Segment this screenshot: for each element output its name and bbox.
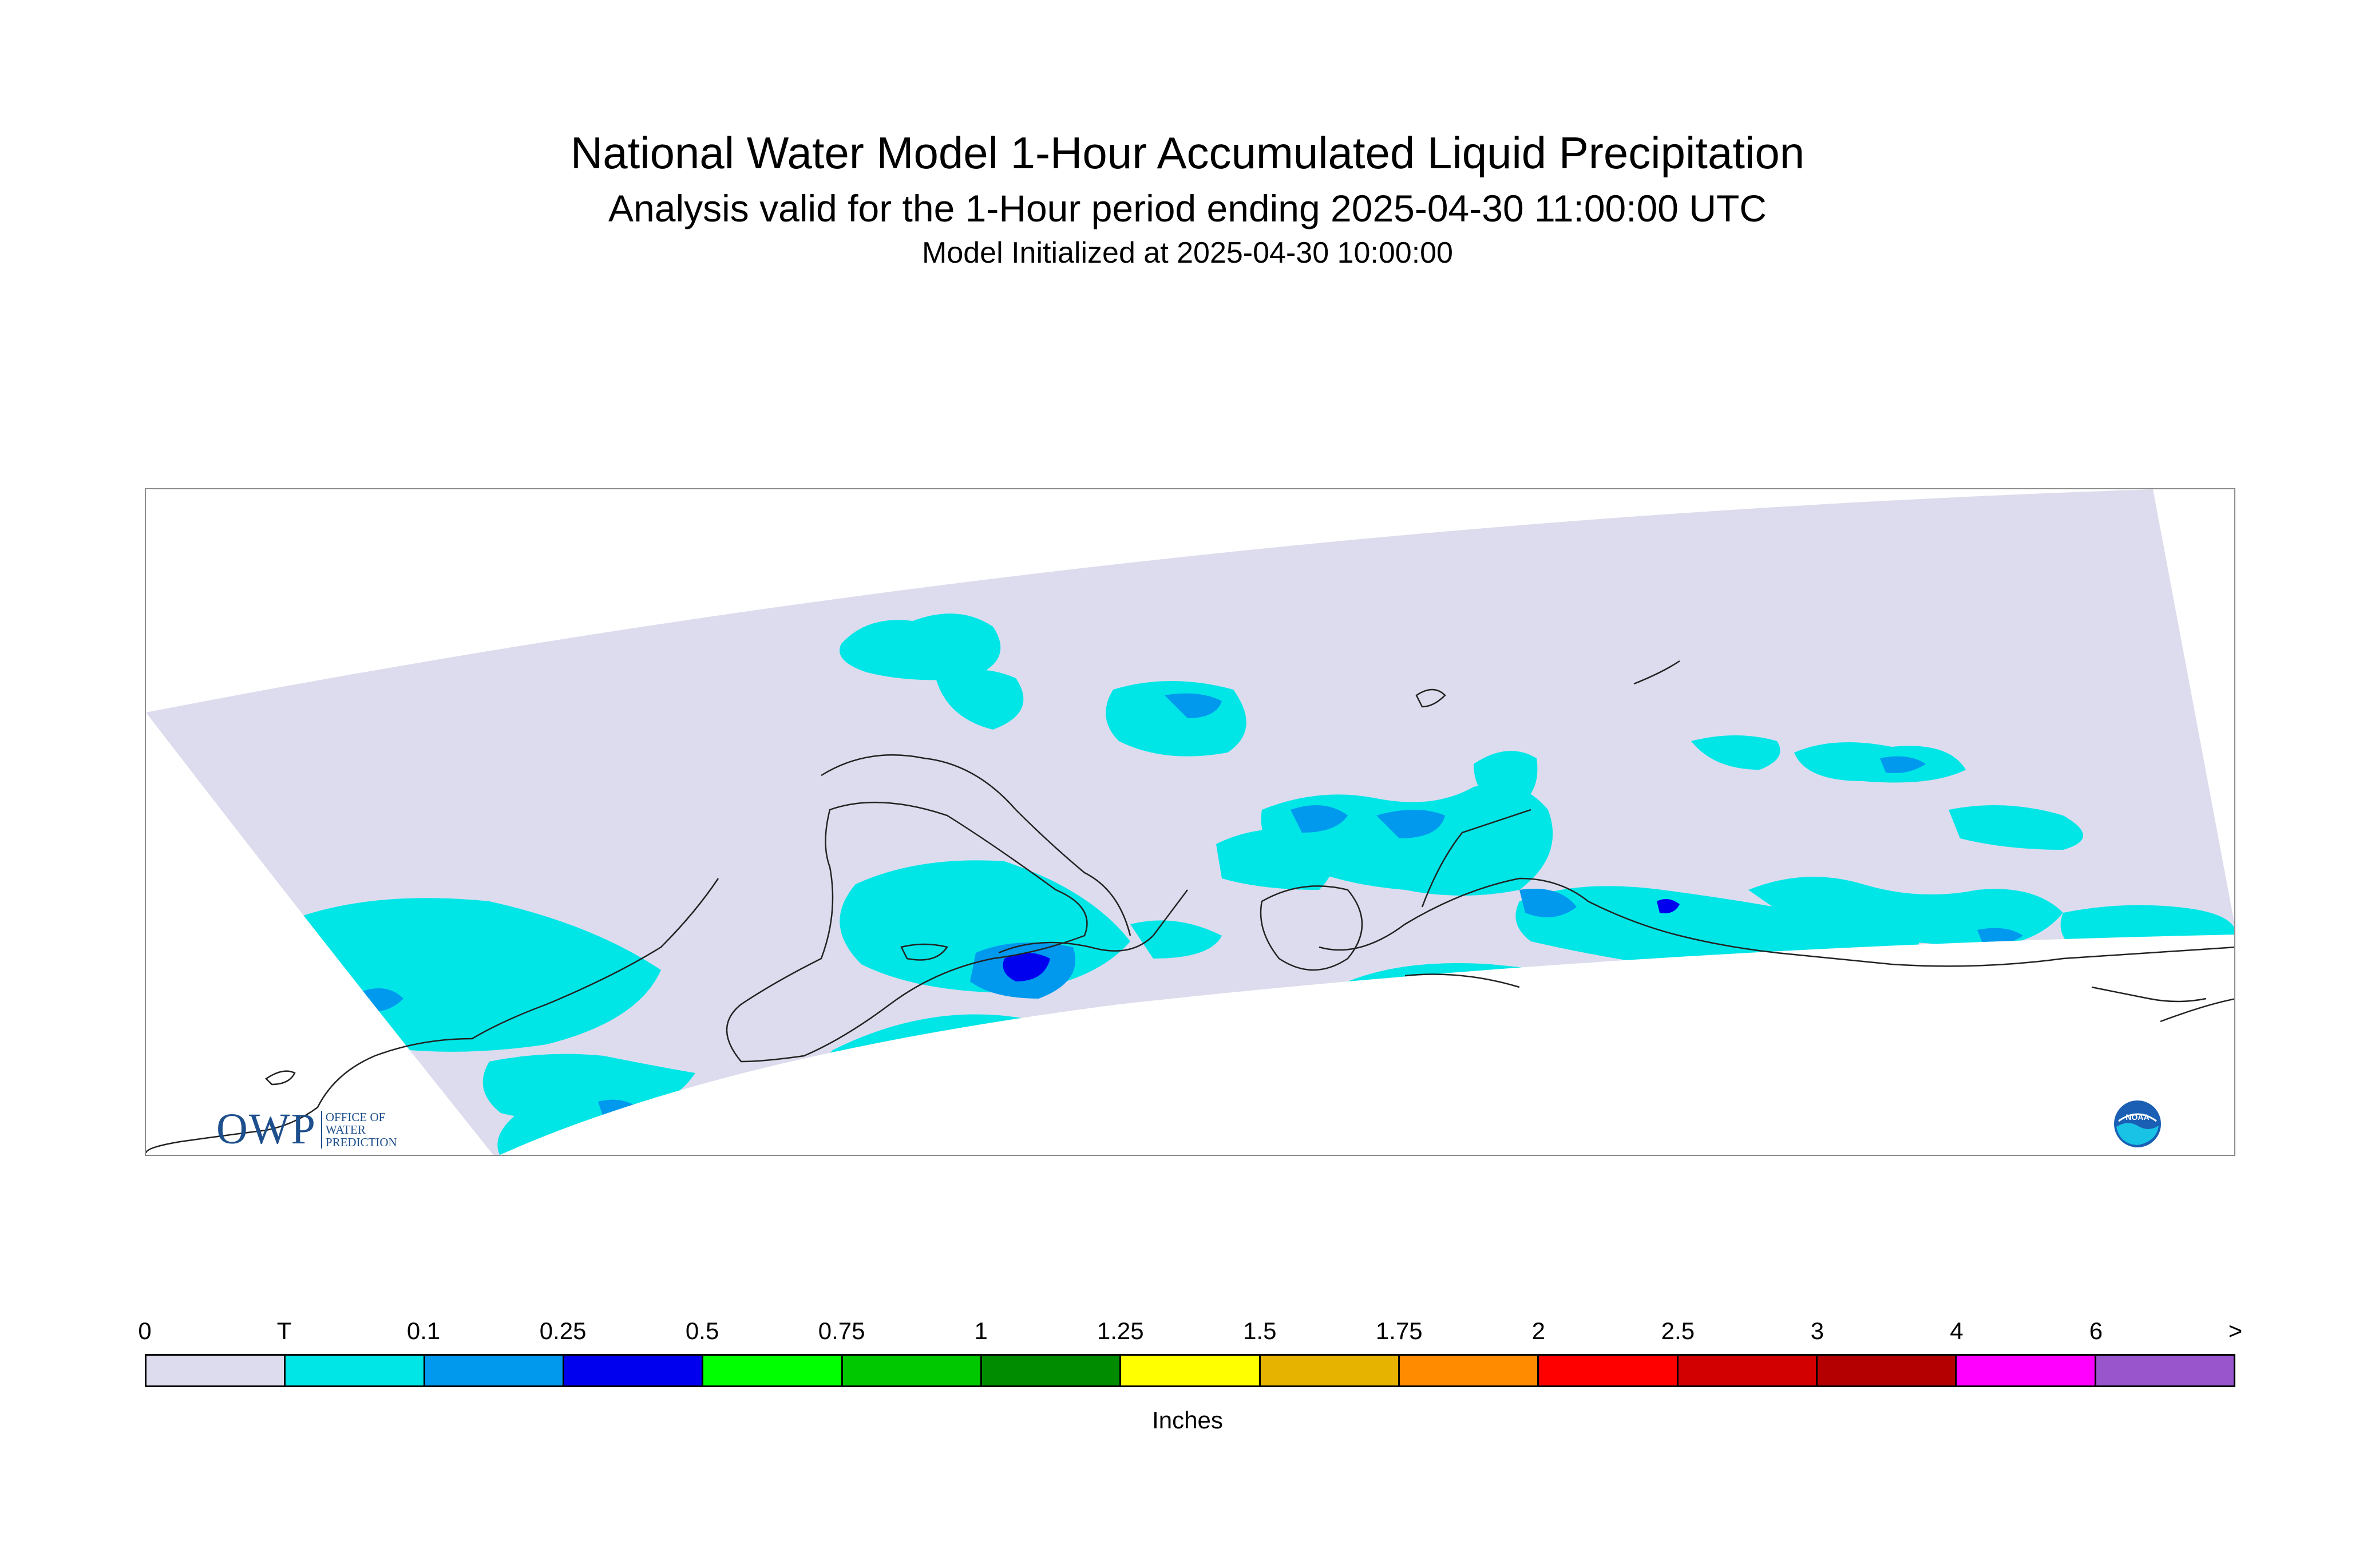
map-subtitle: Analysis valid for the 1-Hour period end… — [608, 187, 1767, 229]
legend-tick-label: 4 — [1950, 1317, 1964, 1344]
legend-tick-label: 2 — [1531, 1317, 1546, 1344]
legend-tick-label: T — [276, 1317, 292, 1344]
owp-logo-line: PREDICTION — [325, 1135, 397, 1149]
legend-swatch — [564, 1356, 704, 1385]
legend-tick-label: 0.75 — [818, 1317, 865, 1344]
legend-swatch — [842, 1356, 982, 1385]
map-canvas — [146, 489, 2234, 1155]
legend-tick-label: 1.5 — [1243, 1317, 1277, 1344]
model-init-line: Model Initialized at 2025-04-30 10:00:00 — [922, 236, 1453, 270]
legend-colorbar — [145, 1354, 2235, 1387]
legend-tick-label: 1.75 — [1375, 1317, 1423, 1344]
owp-logo-mark: OWP — [216, 1105, 316, 1153]
legend-swatch — [1539, 1356, 1679, 1385]
legend-swatch — [2096, 1356, 2234, 1385]
legend-tick-label: 0.25 — [539, 1317, 587, 1344]
owp-logo-line: OFFICE OF — [325, 1110, 386, 1124]
noaa-logo-text: NOAA — [2125, 1112, 2149, 1122]
legend-swatch — [1957, 1356, 2096, 1385]
legend-tick-label: 1 — [974, 1317, 988, 1344]
coastlines — [146, 660, 2234, 1154]
legend-swatch — [1399, 1356, 1539, 1385]
legend-swatch — [147, 1356, 286, 1385]
legend-tick-label: 3 — [1810, 1317, 1824, 1344]
legend-tick-label: > — [2228, 1317, 2243, 1344]
legend-swatch — [1817, 1356, 1957, 1385]
legend-tick-label: 2.5 — [1661, 1317, 1695, 1344]
legend-tick-label: 0.5 — [685, 1317, 719, 1344]
legend-tick-label: 1.25 — [1097, 1317, 1144, 1344]
legend-swatch — [1121, 1356, 1261, 1385]
legend-swatch — [1260, 1356, 1400, 1385]
owp-logo-text: OFFICE OF WATER PREDICTION — [320, 1110, 397, 1149]
legend-swatch — [1678, 1356, 1818, 1385]
noaa-logo: NOAA — [2114, 1100, 2161, 1147]
map-panel — [145, 488, 2235, 1156]
legend-swatch — [425, 1356, 564, 1385]
precip-025-areas — [1003, 899, 1680, 981]
legend-swatch — [286, 1356, 425, 1385]
map-title: National Water Model 1-Hour Accumulated … — [570, 128, 1805, 178]
legend-swatch — [981, 1356, 1122, 1385]
model-domain — [146, 489, 2234, 1155]
owp-logo-line: WATER — [325, 1122, 366, 1137]
legend-tick-label: 0 — [138, 1317, 152, 1344]
legend-tick-label: 0.1 — [406, 1317, 441, 1344]
legend-swatch — [703, 1356, 843, 1385]
legend-tick-label: 6 — [2089, 1317, 2103, 1344]
owp-logo: OWP OFFICE OF WATER PREDICTION — [216, 1104, 397, 1154]
legend-units: Inches — [1152, 1407, 1223, 1434]
